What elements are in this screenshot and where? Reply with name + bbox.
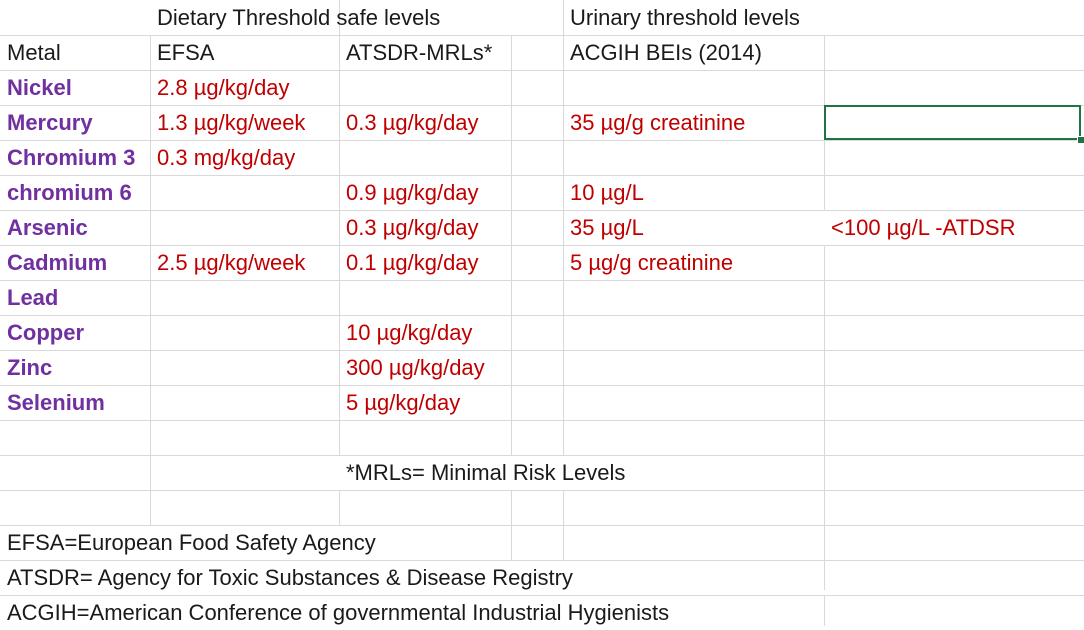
row-divider [0,175,1084,176]
atsdr-note[interactable]: ATSDR= Agency for Toxic Substances & Dis… [7,565,573,590]
row-divider [0,490,1084,491]
atsdr-cell[interactable]: 0.9 µg/kg/day [346,180,479,205]
row-divider [0,140,1084,141]
column-divider [563,0,564,455]
row-divider [0,455,1084,456]
row-divider [0,420,1084,421]
column-divider [339,490,340,525]
row-divider [0,560,1084,561]
metal-cell[interactable]: Chromium 3 [7,145,136,170]
column-divider [150,35,151,525]
row-divider [0,35,1084,36]
atsdr-cell[interactable]: 0.3 µg/kg/day [346,215,479,240]
row-divider [0,70,1084,71]
efsa-note[interactable]: EFSA=European Food Safety Agency [7,530,376,555]
atsdr-cell[interactable]: 0.1 µg/kg/day [346,250,479,275]
efsa-cell[interactable]: 1.3 µg/kg/week [157,110,306,135]
atsdr-cell[interactable]: 0.3 µg/kg/day [346,110,479,135]
selected-cell[interactable] [824,105,1081,140]
metal-cell[interactable]: chromium 6 [7,180,132,205]
row-divider [0,315,1084,316]
efsa-cell[interactable]: 2.5 µg/kg/week [157,250,306,275]
column-divider [563,490,564,560]
metal-cell[interactable]: Lead [7,285,59,310]
header-dietary[interactable]: Dietary Threshold safe levels [157,5,441,30]
atsdr-cell[interactable]: 5 µg/kg/day [346,390,461,415]
metal-cell[interactable]: Mercury [7,110,93,135]
row-divider [0,280,1084,281]
mrl-note[interactable]: *MRLs= Minimal Risk Levels [346,460,626,485]
header-acgih[interactable]: ACGIH BEIs (2014) [570,40,762,65]
column-divider [824,245,825,590]
metal-cell[interactable]: Nickel [7,75,72,100]
row-divider [0,245,1084,246]
extra-cell[interactable]: <100 µg/L -ATDSR [831,215,1016,240]
row-divider [0,525,1084,526]
header-atsdr[interactable]: ATSDR-MRLs* [346,40,493,65]
row-divider [0,350,1084,351]
atsdr-cell[interactable]: 10 µg/kg/day [346,320,473,345]
acgih-note[interactable]: ACGIH=American Conference of governmenta… [7,600,670,625]
fill-handle[interactable] [1077,136,1084,144]
column-divider [511,490,512,560]
acgih-cell[interactable]: 35 µg/g creatinine [570,110,746,135]
header-metal[interactable]: Metal [7,40,61,65]
acgih-cell[interactable]: 35 µg/L [570,215,644,240]
column-divider [511,35,512,455]
column-divider [824,595,825,626]
efsa-cell[interactable]: 0.3 mg/kg/day [157,145,296,170]
metal-cell[interactable]: Arsenic [7,215,88,240]
column-divider [339,0,340,455]
atsdr-cell[interactable]: 300 µg/kg/day [346,355,485,380]
metal-cell[interactable]: Selenium [7,390,105,415]
header-efsa[interactable]: EFSA [157,40,215,65]
row-divider [0,595,1084,596]
acgih-cell[interactable]: 10 µg/L [570,180,644,205]
metal-cell[interactable]: Zinc [7,355,53,380]
header-urinary[interactable]: Urinary threshold levels [570,5,800,30]
row-divider [0,385,1084,386]
row-divider [0,210,1084,211]
acgih-cell[interactable]: 5 µg/g creatinine [570,250,734,275]
metal-cell[interactable]: Copper [7,320,84,345]
metal-cell[interactable]: Cadmium [7,250,108,275]
row-divider [0,105,1084,106]
efsa-cell[interactable]: 2.8 µg/kg/day [157,75,290,100]
